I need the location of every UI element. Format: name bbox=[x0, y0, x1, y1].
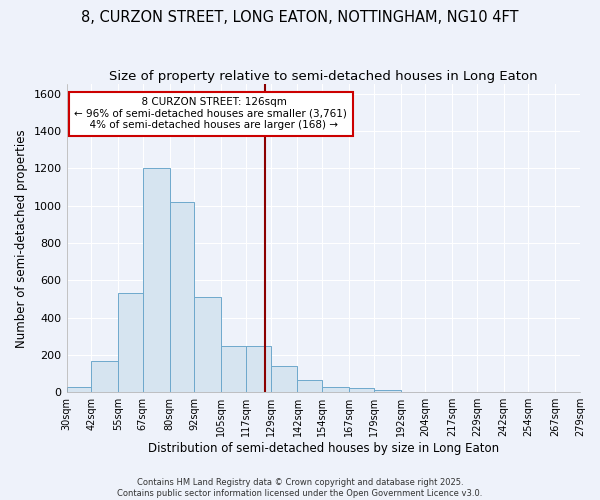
Bar bbox=[322, 386, 349, 392]
Y-axis label: Number of semi-detached properties: Number of semi-detached properties bbox=[15, 129, 28, 348]
X-axis label: Distribution of semi-detached houses by size in Long Eaton: Distribution of semi-detached houses by … bbox=[148, 442, 499, 455]
Bar bbox=[91, 362, 118, 392]
Text: Contains HM Land Registry data © Crown copyright and database right 2025.
Contai: Contains HM Land Registry data © Crown c… bbox=[118, 478, 482, 498]
Bar bbox=[374, 390, 401, 392]
Bar bbox=[271, 366, 298, 392]
Bar bbox=[118, 294, 143, 392]
Bar bbox=[246, 346, 271, 392]
Text: 8 CURZON STREET: 126sqm
← 96% of semi-detached houses are smaller (3,761)
  4% o: 8 CURZON STREET: 126sqm ← 96% of semi-de… bbox=[74, 97, 347, 130]
Bar bbox=[143, 168, 170, 392]
Title: Size of property relative to semi-detached houses in Long Eaton: Size of property relative to semi-detach… bbox=[109, 70, 538, 83]
Bar bbox=[221, 346, 246, 392]
Bar bbox=[170, 202, 194, 392]
Bar bbox=[67, 386, 91, 392]
Bar bbox=[194, 297, 221, 392]
Text: 8, CURZON STREET, LONG EATON, NOTTINGHAM, NG10 4FT: 8, CURZON STREET, LONG EATON, NOTTINGHAM… bbox=[81, 10, 519, 25]
Bar bbox=[349, 388, 374, 392]
Bar bbox=[298, 380, 322, 392]
